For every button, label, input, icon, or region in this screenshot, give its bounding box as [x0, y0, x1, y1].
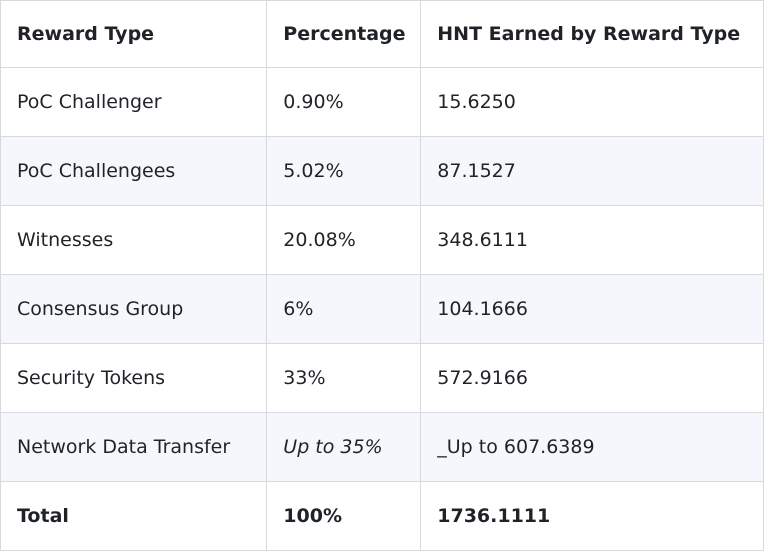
- table-row: Witnesses 20.08% 348.6111: [0, 205, 764, 275]
- table-row: Network Data Transfer Up to 35% _Up to 6…: [0, 412, 764, 482]
- cell-percentage: 5.02%: [266, 136, 422, 206]
- table-row: PoC Challenger 0.90% 15.6250: [0, 67, 764, 137]
- table-body: PoC Challenger 0.90% 15.6250 PoC Challen…: [0, 67, 764, 551]
- cell-reward-type: Network Data Transfer: [0, 412, 268, 482]
- cell-hnt-earned: 572.9166: [420, 343, 764, 413]
- cell-total-label: Total: [0, 481, 268, 551]
- table-row: PoC Challengees 5.02% 87.1527: [0, 136, 764, 206]
- table-header: Reward Type Percentage HNT Earned by Rew…: [0, 0, 764, 68]
- cell-hnt-earned: 15.6250: [420, 67, 764, 137]
- cell-percentage: 33%: [266, 343, 422, 413]
- header-percentage: Percentage: [266, 0, 422, 68]
- cell-percentage: 0.90%: [266, 67, 422, 137]
- table-row: Security Tokens 33% 572.9166: [0, 343, 764, 413]
- cell-percentage: Up to 35%: [266, 412, 422, 482]
- cell-reward-type: PoC Challengees: [0, 136, 268, 206]
- header-hnt-earned: HNT Earned by Reward Type: [420, 0, 764, 68]
- cell-reward-type: Witnesses: [0, 205, 268, 275]
- cell-reward-type: PoC Challenger: [0, 67, 268, 137]
- cell-reward-type: Security Tokens: [0, 343, 268, 413]
- header-reward-type: Reward Type: [0, 0, 268, 68]
- cell-reward-type: Consensus Group: [0, 274, 268, 344]
- cell-hnt-earned: 348.6111: [420, 205, 764, 275]
- cell-total-percentage: 100%: [266, 481, 422, 551]
- cell-total-hnt: 1736.1111: [420, 481, 764, 551]
- header-row: Reward Type Percentage HNT Earned by Rew…: [0, 0, 764, 68]
- cell-percentage: 6%: [266, 274, 422, 344]
- total-row: Total 100% 1736.1111: [0, 481, 764, 551]
- cell-hnt-earned: 104.1666: [420, 274, 764, 344]
- cell-percentage: 20.08%: [266, 205, 422, 275]
- table-row: Consensus Group 6% 104.1666: [0, 274, 764, 344]
- cell-hnt-earned: 87.1527: [420, 136, 764, 206]
- cell-hnt-earned: _Up to 607.6389: [420, 412, 764, 482]
